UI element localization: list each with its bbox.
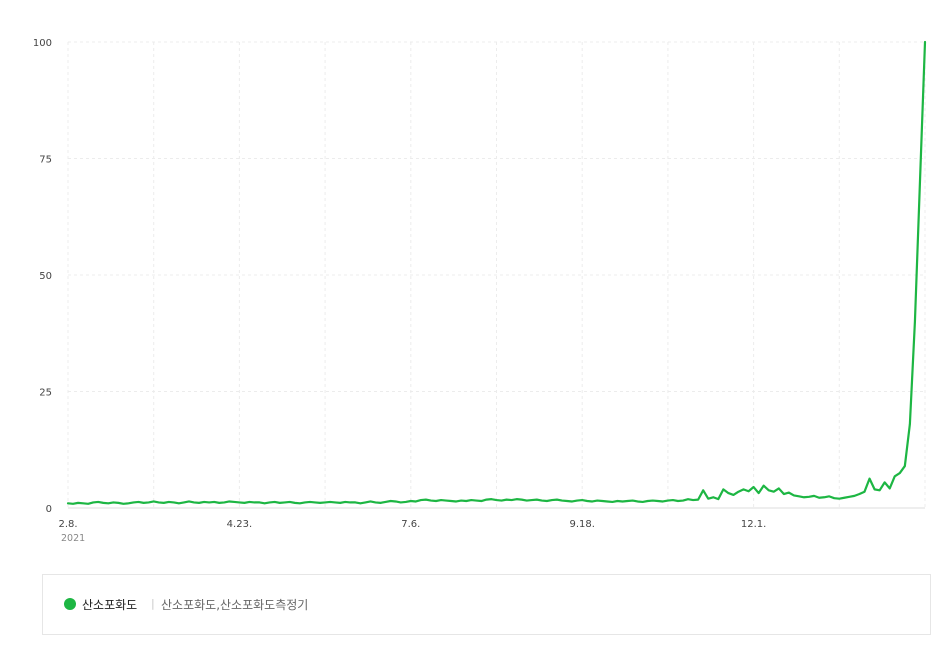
y-tick-label: 0 xyxy=(46,504,52,515)
y-tick-label: 25 xyxy=(39,388,52,399)
y-axis-ticks: 0 25 50 75 100 xyxy=(33,38,52,515)
line-chart: 0 25 50 75 100 2.8. 4.23. 7.6. 9.18. 12.1. 2021 xyxy=(33,38,927,544)
legend: 산소포화도 | 산소포화도,산소포화도측정기 xyxy=(42,574,931,635)
x-tick-label: 4.23. xyxy=(227,519,252,530)
grid xyxy=(67,41,926,509)
x-year-label: 2021 xyxy=(61,533,85,544)
x-tick-label: 2.8. xyxy=(58,519,77,530)
x-tick-label: 7.6. xyxy=(401,519,420,530)
x-axis-ticks: 2.8. 4.23. 7.6. 9.18. 12.1. xyxy=(58,519,766,530)
x-tick-label: 12.1. xyxy=(741,519,766,530)
y-tick-label: 75 xyxy=(39,155,52,166)
legend-separator: | xyxy=(151,597,155,610)
legend-color-dot xyxy=(64,598,76,610)
series-line-산소포화도 xyxy=(66,40,927,505)
x-tick-label: 9.18. xyxy=(569,519,594,530)
y-tick-label: 50 xyxy=(39,271,52,282)
legend-keywords: 산소포화도,산소포화도측정기 xyxy=(161,598,309,612)
legend-series-name[interactable]: 산소포화도 xyxy=(82,598,138,612)
y-tick-label: 100 xyxy=(33,38,52,49)
